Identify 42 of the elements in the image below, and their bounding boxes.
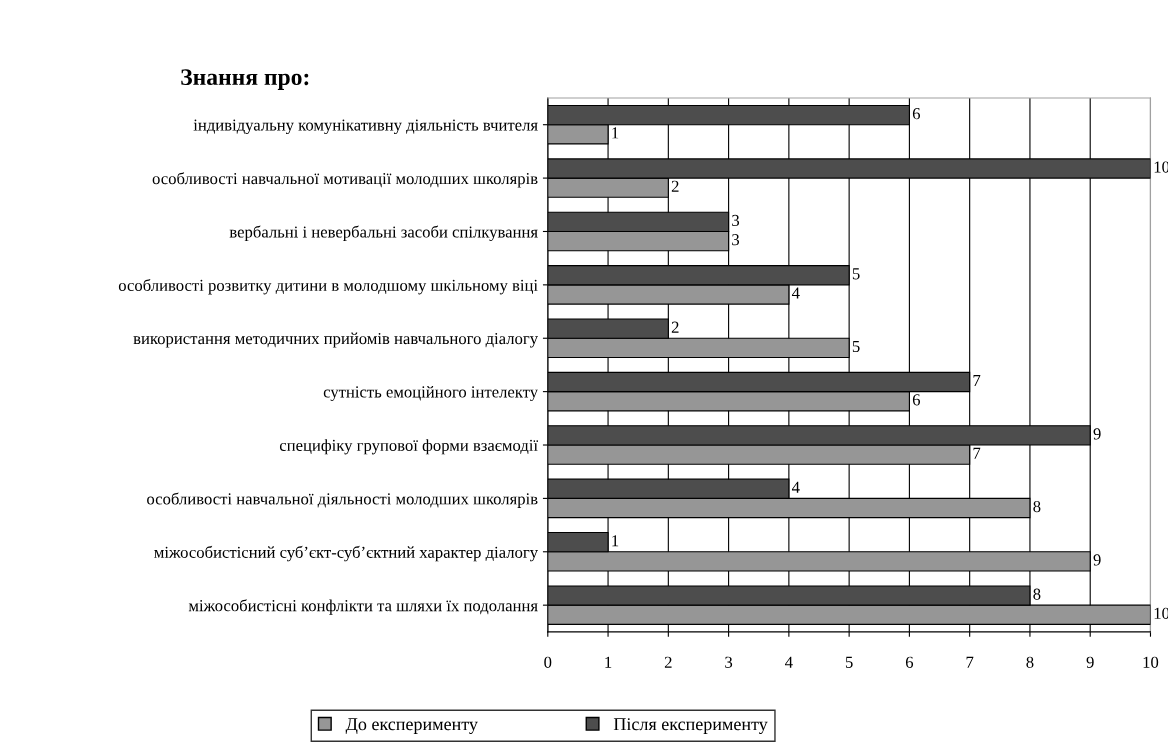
y-tick-label: використання методичних прийомів навчального діалогу (133, 332, 538, 348)
y-tick-label: особливості навчальної діяльності молодших школярів (147, 492, 538, 508)
data-label: 5 (852, 268, 860, 280)
data-label: 6 (912, 108, 921, 120)
data-label: 1 (612, 535, 619, 547)
x-tick-label: 1 (605, 656, 612, 668)
data-label: 1 (612, 127, 619, 139)
x-tick-label: 7 (966, 656, 974, 668)
x-tick-label: 4 (785, 656, 793, 668)
data-label: 8 (1033, 500, 1041, 513)
data-label: 8 (1033, 588, 1041, 600)
x-tick-label: 2 (664, 656, 672, 668)
text: Знання про: (181, 69, 309, 90)
legend-label: До експерименту (345, 718, 478, 734)
data-label: 9 (1093, 428, 1101, 440)
x-tick-label: 0 (544, 656, 552, 668)
x-tick-label: 8 (1026, 656, 1034, 668)
data-label: 7 (973, 375, 981, 387)
x-tick-label: 10 (1143, 656, 1159, 668)
x-tick-label: 3 (725, 656, 733, 668)
y-tick-label: вербальні і невербальні засоби спілкування (229, 225, 538, 242)
data-label: 2 (671, 321, 679, 333)
x-tick-label: 5 (845, 656, 853, 668)
x-tick-label: 9 (1086, 656, 1094, 668)
y-tick-label: сутність емоційного інтелекту (323, 385, 538, 401)
y-tick-label: особливості навчальної мотивації молодших школярів (152, 172, 538, 188)
y-tick-label: специфіку групової форми взаємодії (279, 439, 539, 455)
data-label: 9 (1093, 554, 1101, 566)
legend-label: Після експерименту (613, 718, 768, 734)
data-label: 4 (791, 481, 800, 493)
data-label: 4 (791, 287, 800, 299)
y-tick-label: міжособистісний суб’єкт-суб’єктний характер діалогу (154, 545, 538, 562)
y-tick-label: індивідуальну комунікативну діяльність вчителя (193, 119, 538, 135)
data-label: 3 (732, 234, 740, 246)
data-label: 7 (973, 447, 981, 459)
data-label: 5 (852, 340, 860, 353)
x-tick-label: 6 (905, 656, 914, 668)
data-label: 3 (732, 214, 740, 227)
y-tick-label: міжособистісні конфлікти та шляхи їх подолання (188, 599, 538, 615)
data-label: 2 (671, 180, 679, 192)
y-tick-label: особливості розвитку дитини в молодшому шкільному віці (118, 278, 538, 295)
data-label: 6 (912, 394, 921, 406)
